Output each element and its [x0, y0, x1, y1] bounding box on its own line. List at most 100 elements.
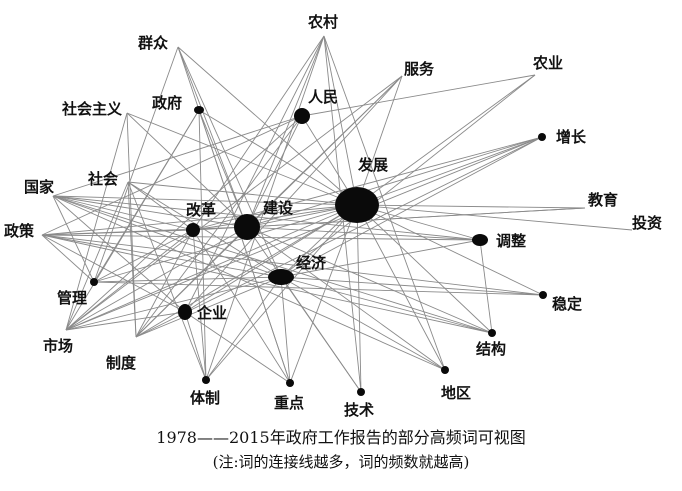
edge-qiye-zhongdian [184, 311, 291, 384]
edge-shehuizhuyi-zhidu [126, 112, 137, 338]
edge-gaige-zengzhang [192, 136, 543, 231]
edge-guojia-diqu [52, 195, 446, 371]
node-label-touzi: 投资 [632, 214, 662, 232]
node-label-renmin: 人民 [308, 88, 338, 106]
edge-tiaozheng-zhengce [41, 234, 481, 241]
node-label-gaige: 改革 [186, 201, 216, 219]
node-label-zhidu: 制度 [106, 354, 137, 372]
edge-fazhan-shehui [127, 181, 358, 206]
edge-jianshe-tiaozheng [246, 226, 481, 241]
node-label-nongcun: 农村 [307, 13, 338, 31]
edge-fazhan-guanli [93, 204, 358, 283]
edge-gaige-tizhi [192, 229, 207, 381]
edge-shehuizhuyi-shichang [65, 112, 128, 331]
node-guanli [90, 278, 98, 286]
edge-jianshe-guojia [52, 195, 248, 228]
edge-renmin-zhengce [41, 115, 303, 236]
edge-gaige-zhidu [135, 229, 194, 338]
edge-jingji-zengzhang [280, 136, 543, 278]
node-wending [539, 291, 547, 299]
node-label-nongye: 农业 [532, 54, 563, 72]
caption-note: (注:词的连接线越多，词的频数就越高) [212, 453, 470, 471]
edge-fazhan-zhongdian [289, 204, 358, 384]
edge-fazhan-nongye [356, 74, 536, 206]
edge-gaige-zhongdian [192, 229, 291, 384]
node-label-zhengce: 政策 [4, 222, 35, 240]
edge-fazhan-zengzhang [356, 136, 543, 206]
edge-fazhan-tizhi [205, 204, 358, 381]
node-label-shichang: 市场 [43, 337, 73, 355]
edge-gaige-shehui [127, 181, 194, 231]
node-zhengfu [194, 106, 204, 114]
node-tiaozheng [472, 234, 488, 246]
edge-fazhan-fuwu [356, 75, 403, 206]
edge-gaige-guojia [52, 195, 194, 231]
edge-guanli-wending [93, 281, 544, 296]
edge-fazhan-nongcun [323, 35, 358, 206]
node-label-jianshe: 建设 [263, 199, 293, 217]
edge-jingji-qunzhong [177, 46, 282, 278]
edge-guanli-zhengce [41, 234, 95, 283]
node-label-jiaoyu: 教育 [587, 191, 618, 209]
node-gaige [186, 223, 200, 237]
node-label-jiegou: 结构 [476, 340, 506, 358]
edge-fazhan-jiegou [356, 204, 493, 334]
edge-fazhan-diqu [356, 204, 446, 371]
edge-renmin-nongye [301, 74, 536, 117]
edge-jingji-zhongdian [280, 276, 291, 384]
edge-qiye-shichang [65, 311, 186, 331]
edge-fazhan-gaige [192, 204, 358, 231]
node-label-shehui: 社会 [87, 170, 118, 188]
node-zhongdian [286, 379, 294, 387]
node-label-tizhi: 体制 [190, 389, 220, 407]
edge-qiye-tizhi [184, 311, 207, 381]
node-label-fuwu: 服务 [404, 60, 435, 78]
node-label-shehuizhuyi: 社会主义 [61, 100, 122, 118]
node-label-qunzhong: 群众 [138, 34, 168, 52]
edge-zhengfu-shichang [65, 109, 200, 331]
node-label-zengzhang: 增长 [556, 128, 587, 146]
edge-zhengce-wending [41, 234, 544, 296]
node-label-fazhan: 发展 [357, 156, 388, 174]
node-label-qiye: 企业 [196, 304, 227, 322]
edge-gaige-zhengce [41, 229, 194, 236]
edge-gaige-nongcun [192, 35, 325, 231]
node-diqu [441, 366, 449, 374]
edge-layer [41, 35, 633, 393]
edge-jianshe-shichang [65, 226, 248, 331]
node-jiegou [488, 329, 496, 337]
edge-jingji-shichang [65, 276, 282, 331]
edge-qiye-fuwu [184, 75, 403, 313]
caption-title: 1978——2015年政府工作报告的部分高频词可视图 [156, 428, 526, 447]
edge-fazhan-shichang [65, 204, 358, 331]
node-layer [90, 106, 547, 396]
edge-tiaozheng-guojia [52, 195, 481, 241]
edge-nongcun-diqu [323, 35, 446, 371]
edge-jingji-jishu [280, 276, 362, 393]
node-zengzhang [538, 133, 546, 141]
edge-zengzhang-shichang [65, 136, 543, 331]
edge-renmin-shichang [65, 115, 303, 331]
node-label-tiaozheng: 调整 [496, 232, 526, 250]
edge-jingji-jiegou [280, 276, 493, 334]
edge-jingji-tiaozheng [280, 239, 481, 278]
node-renmin [294, 108, 310, 124]
edge-jianshe-diqu [246, 226, 446, 371]
edge-nongcun-tizhi [205, 35, 325, 381]
node-label-jishu: 技术 [344, 401, 374, 419]
edge-fazhan-zhengfu [198, 109, 358, 206]
edge-tiaozheng-jiegou [479, 239, 493, 334]
edge-jianshe-zengzhang [246, 136, 543, 228]
edge-jingji-zhengce [41, 234, 282, 278]
edge-jingji-wending [280, 276, 544, 296]
edge-gaige-guanli [93, 229, 194, 283]
edge-qunzhong-zhongdian [177, 46, 291, 384]
node-qiye [178, 304, 192, 320]
edge-fazhan-qunzhong [177, 46, 358, 206]
edge-zhengfu-tizhi [198, 109, 207, 381]
edge-fazhan-wending [356, 204, 544, 296]
edge-zengzhang-zhidu [135, 136, 543, 338]
edge-jingji-tizhi [205, 276, 282, 381]
edge-jianshe-qunzhong [177, 46, 248, 228]
